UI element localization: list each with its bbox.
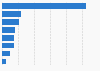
Bar [2, 59, 6, 64]
Bar [2, 3, 86, 9]
Bar [2, 51, 10, 56]
Bar [2, 43, 14, 48]
Bar [2, 11, 21, 17]
Bar [2, 19, 19, 25]
Bar [2, 35, 14, 41]
Bar [2, 27, 15, 33]
